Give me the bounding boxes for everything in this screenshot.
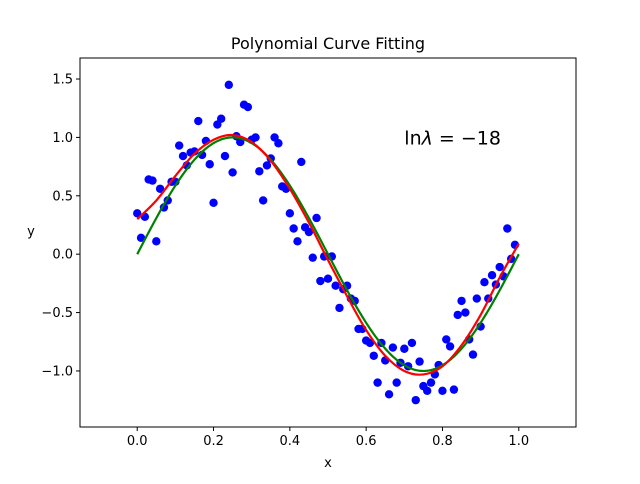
data-point bbox=[243, 102, 253, 112]
data-point bbox=[297, 157, 306, 167]
data-point bbox=[503, 224, 512, 233]
data-point bbox=[445, 342, 455, 351]
x-axis-label: x bbox=[324, 456, 332, 471]
data-point bbox=[251, 133, 260, 142]
y-axis-label: y bbox=[27, 224, 35, 239]
data-point bbox=[316, 276, 325, 286]
data-point bbox=[480, 278, 489, 287]
data-point bbox=[255, 167, 264, 176]
lambda-annotation: lnλ = −18 bbox=[404, 127, 501, 149]
data-point bbox=[285, 209, 295, 218]
data-point bbox=[468, 350, 478, 359]
data-point bbox=[392, 378, 401, 387]
chart-title: Polynomial Curve Fitting bbox=[231, 34, 425, 53]
data-point bbox=[423, 386, 432, 395]
annotation-symbol: λ bbox=[421, 127, 433, 149]
data-point bbox=[472, 294, 481, 303]
data-point bbox=[461, 308, 470, 317]
data-point bbox=[136, 233, 146, 243]
data-point bbox=[331, 281, 340, 290]
x-tick-label: 0.6 bbox=[356, 434, 377, 449]
data-point bbox=[133, 209, 142, 218]
x-tick-label: 1.0 bbox=[508, 434, 529, 449]
data-point bbox=[438, 386, 447, 395]
data-point bbox=[411, 395, 420, 405]
data-point bbox=[155, 184, 165, 193]
plot-background bbox=[80, 58, 576, 427]
x-tick-label: 0.0 bbox=[127, 434, 148, 449]
chart-marks bbox=[133, 80, 520, 405]
data-point bbox=[258, 196, 268, 205]
data-point bbox=[205, 160, 214, 169]
y-tick-label: 0.0 bbox=[52, 248, 73, 263]
data-point bbox=[388, 343, 398, 352]
plot-frame bbox=[79, 57, 577, 428]
data-point bbox=[449, 385, 459, 394]
data-point bbox=[323, 274, 333, 283]
data-point bbox=[220, 151, 230, 161]
data-point bbox=[194, 116, 203, 126]
data-point bbox=[308, 253, 317, 262]
data-point bbox=[442, 335, 451, 344]
data-point bbox=[335, 303, 344, 313]
data-point bbox=[453, 310, 462, 320]
data-point bbox=[426, 378, 436, 387]
data-point bbox=[274, 139, 283, 148]
x-tick-label: 0.2 bbox=[203, 434, 224, 449]
data-point bbox=[373, 378, 382, 387]
data-point bbox=[369, 351, 378, 360]
fitted-curve-line bbox=[136, 133, 520, 376]
data-point bbox=[400, 344, 409, 353]
axis-ticks: 0.0 0.2 0.4 0.6 0.8 1.0 −1.0 −0.5 0.0 0.5 1.0 1.5 bbox=[41, 73, 529, 449]
data-point bbox=[293, 237, 302, 246]
y-tick-label: −1.0 bbox=[41, 364, 73, 379]
data-point bbox=[190, 147, 199, 156]
y-tick-label: 1.5 bbox=[52, 73, 73, 88]
data-point bbox=[216, 114, 226, 123]
data-point bbox=[209, 198, 218, 207]
data-point bbox=[312, 213, 321, 223]
data-point bbox=[384, 390, 394, 399]
data-point bbox=[228, 168, 237, 177]
data-point bbox=[304, 227, 314, 237]
y-tick-label: 1.0 bbox=[52, 131, 73, 146]
annotation-suffix: = −18 bbox=[433, 127, 501, 149]
x-tick-label: 0.8 bbox=[432, 434, 453, 449]
data-point bbox=[487, 271, 497, 280]
data-point bbox=[407, 338, 417, 348]
data-point bbox=[289, 224, 298, 233]
data-point bbox=[152, 237, 161, 246]
data-point bbox=[415, 357, 424, 366]
annotation-prefix: ln bbox=[404, 127, 421, 149]
y-tick-label: −0.5 bbox=[41, 306, 73, 321]
data-point bbox=[224, 80, 233, 90]
true-curve-line bbox=[136, 136, 520, 373]
data-point bbox=[148, 176, 157, 185]
data-point bbox=[175, 141, 184, 150]
y-tick-label: 0.5 bbox=[52, 189, 73, 204]
data-point bbox=[178, 151, 188, 161]
x-tick-label: 0.4 bbox=[280, 434, 301, 449]
data-point bbox=[457, 296, 466, 306]
data-point bbox=[262, 161, 272, 170]
data-point bbox=[495, 262, 504, 272]
